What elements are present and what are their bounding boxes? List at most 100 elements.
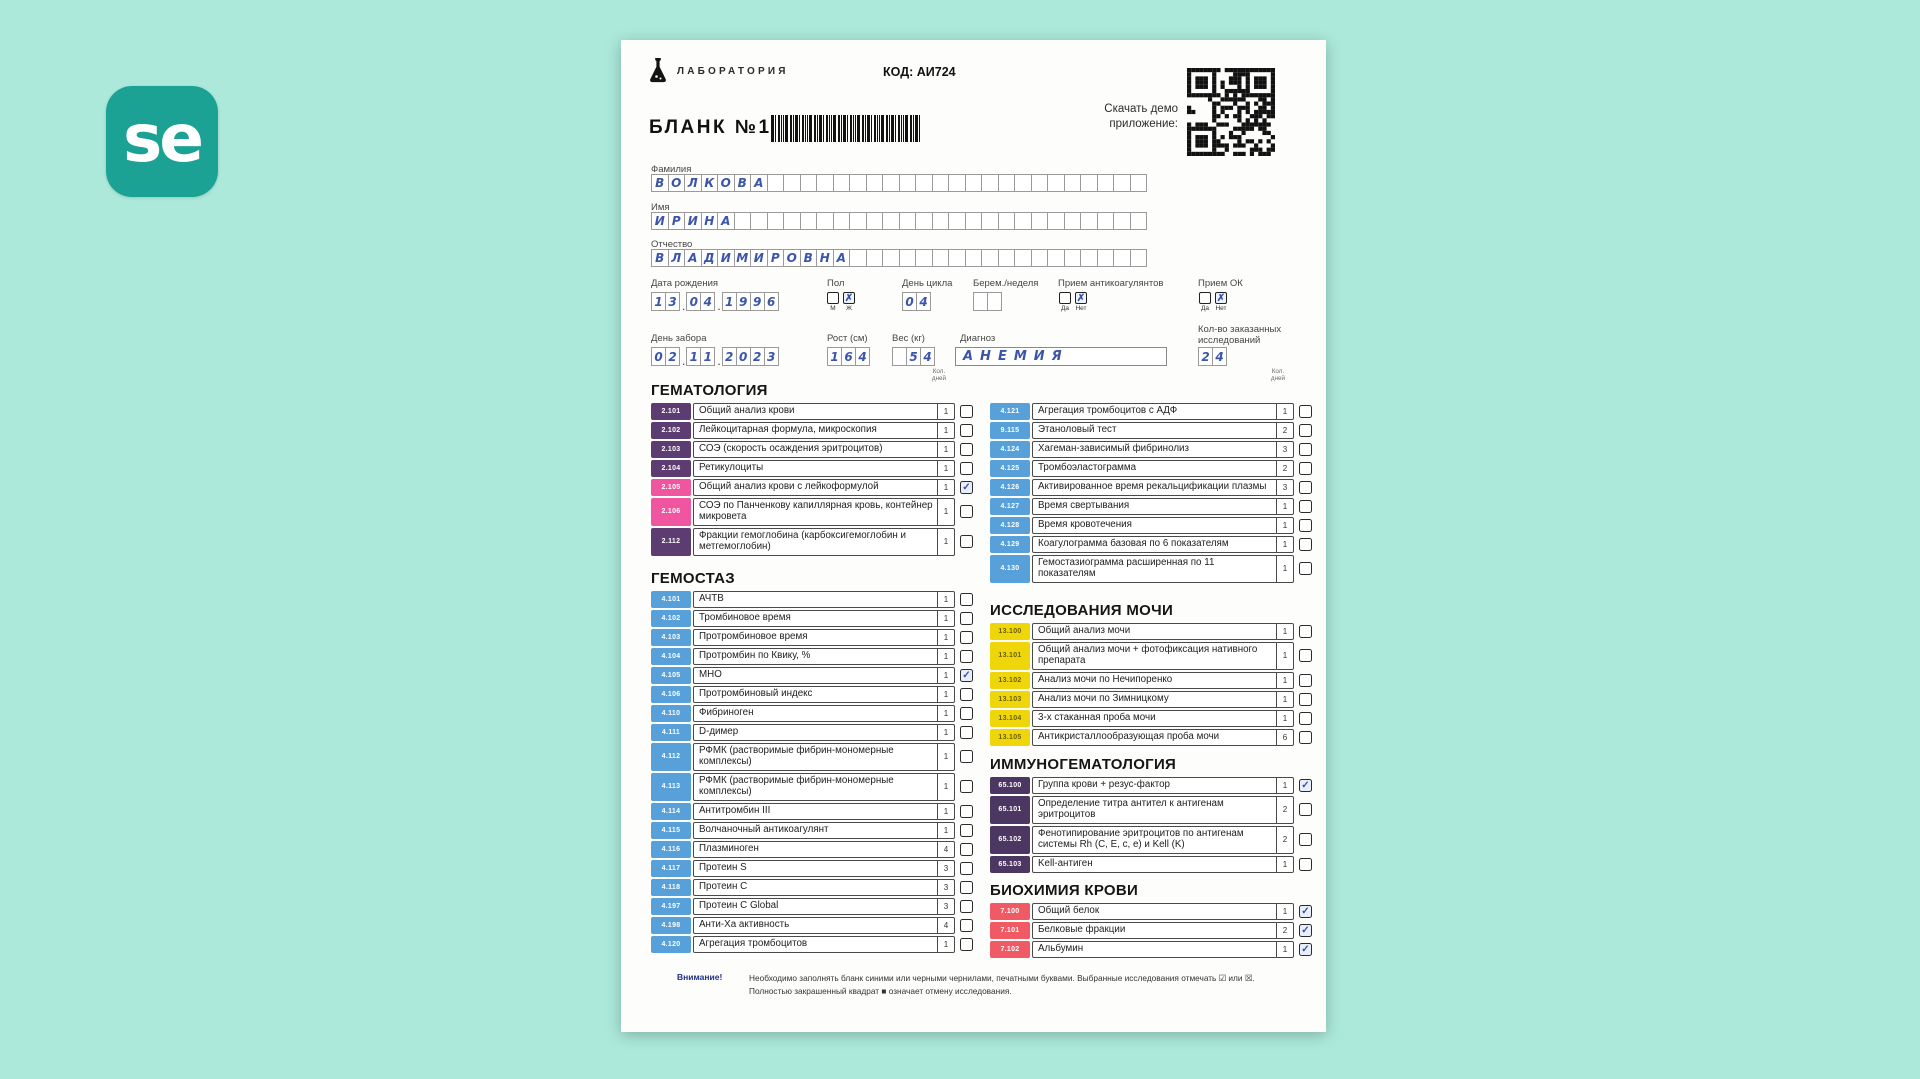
comb-cell[interactable]: 3 [665, 292, 680, 311]
comb-cell[interactable] [898, 249, 916, 267]
comb-cell[interactable] [964, 174, 982, 192]
comb-cell[interactable]: 0 [651, 347, 666, 366]
comb-cell[interactable] [1080, 249, 1098, 267]
test-checkbox[interactable] [960, 650, 973, 663]
comb-cell[interactable]: И [717, 249, 735, 267]
comb-cell[interactable] [1014, 212, 1032, 230]
comb-cell[interactable] [1047, 212, 1065, 230]
comb-cell[interactable] [1030, 174, 1048, 192]
comb-cell[interactable] [783, 174, 801, 192]
option-checkbox[interactable] [1059, 292, 1071, 304]
comb-cell[interactable] [1113, 212, 1131, 230]
sex-checkboxes[interactable]: М ✗ Ж [827, 292, 859, 312]
test-checkbox[interactable] [960, 443, 973, 456]
comb-cell[interactable]: О [667, 174, 685, 192]
comb-cell[interactable] [915, 174, 933, 192]
ok-intake-checkboxes[interactable]: Да ✗ Нет [1199, 292, 1231, 312]
comb-cell[interactable]: 2 [1198, 347, 1213, 366]
comb-cell[interactable]: 1 [721, 292, 737, 311]
test-checkbox[interactable] [960, 780, 973, 794]
comb-cell[interactable]: 3 [763, 347, 779, 366]
test-checkbox[interactable] [960, 861, 973, 875]
comb-cell[interactable] [1063, 174, 1081, 192]
test-checkbox[interactable] [960, 842, 973, 856]
comb-cell[interactable] [849, 212, 867, 230]
test-checkbox[interactable] [1299, 649, 1312, 663]
comb-cell[interactable]: 2 [721, 347, 737, 366]
test-checkbox[interactable] [960, 688, 973, 701]
comb-cell[interactable] [1014, 249, 1032, 267]
comb-cell[interactable] [1080, 174, 1098, 192]
comb-cell[interactable]: 1 [700, 347, 716, 366]
comb-cell[interactable] [865, 249, 883, 267]
comb-cell[interactable] [1030, 212, 1048, 230]
comb-cell[interactable] [948, 249, 966, 267]
test-checkbox[interactable] [960, 726, 973, 739]
comb-cell[interactable] [816, 212, 834, 230]
comb-cell[interactable] [997, 174, 1015, 192]
comb-cell[interactable]: 4 [1212, 347, 1227, 366]
comb-cell[interactable] [915, 212, 933, 230]
comb-cell[interactable] [849, 249, 867, 267]
anticoagulants-checkboxes[interactable]: Да ✗ Нет [1059, 292, 1091, 312]
diagnosis-input[interactable]: АНЕМИЯ [955, 347, 1167, 366]
test-checkbox[interactable] [960, 405, 973, 418]
comb-cell[interactable]: Р [667, 212, 685, 230]
comb-cell[interactable] [931, 174, 949, 192]
comb-cell[interactable]: Н [816, 249, 834, 267]
comb-cell[interactable] [981, 249, 999, 267]
test-checkbox[interactable] [960, 823, 973, 837]
comb-cell[interactable] [997, 249, 1015, 267]
test-checkbox[interactable] [960, 918, 973, 932]
comb-cell[interactable] [1080, 212, 1098, 230]
comb-cell[interactable] [1063, 212, 1081, 230]
comb-cell[interactable] [892, 347, 907, 366]
comb-cell[interactable]: 4 [855, 347, 870, 366]
comb-cell[interactable]: О [783, 249, 801, 267]
test-checkbox[interactable]: ✓ [1299, 943, 1312, 956]
test-checkbox[interactable] [960, 707, 973, 720]
comb-cell[interactable]: Р [766, 249, 784, 267]
comb-cell[interactable]: О [717, 174, 735, 192]
test-checkbox[interactable] [960, 612, 973, 625]
test-checkbox[interactable] [1299, 481, 1312, 494]
test-checkbox[interactable] [1299, 833, 1312, 847]
comb-cell[interactable]: В [651, 174, 669, 192]
comb-cell[interactable]: Л [684, 174, 702, 192]
comb-cell[interactable] [948, 174, 966, 192]
comb-cell[interactable] [849, 174, 867, 192]
comb-cell[interactable] [1113, 249, 1131, 267]
test-checkbox[interactable] [960, 750, 973, 764]
test-checkbox[interactable] [1299, 692, 1312, 706]
test-checkbox[interactable]: ✓ [1299, 924, 1312, 937]
test-checkbox[interactable] [1299, 857, 1312, 871]
test-checkbox[interactable] [1299, 424, 1312, 437]
comb-cell[interactable]: И [684, 212, 702, 230]
comb-cell[interactable]: А [750, 174, 768, 192]
comb-cell[interactable] [1030, 249, 1048, 267]
comb-cell[interactable] [931, 249, 949, 267]
comb-cell[interactable]: 4 [916, 292, 931, 311]
comb-cell[interactable]: 1 [827, 347, 842, 366]
test-checkbox[interactable]: ✓ [1299, 779, 1312, 792]
comb-cell[interactable] [750, 212, 768, 230]
comb-cell[interactable] [1047, 174, 1065, 192]
comb-cell[interactable]: 9 [749, 292, 765, 311]
comb-cell[interactable] [931, 212, 949, 230]
comb-cell[interactable] [865, 174, 883, 192]
test-checkbox[interactable] [1299, 500, 1312, 513]
comb-cell[interactable] [898, 174, 916, 192]
test-checkbox[interactable] [1299, 711, 1312, 725]
comb-cell[interactable]: 6 [763, 292, 779, 311]
comb-cell[interactable] [816, 174, 834, 192]
test-checkbox[interactable] [1299, 538, 1312, 551]
test-checkbox[interactable] [960, 631, 973, 644]
option-checkbox[interactable]: ✗ [1215, 292, 1227, 304]
test-checkbox[interactable] [1299, 625, 1312, 638]
